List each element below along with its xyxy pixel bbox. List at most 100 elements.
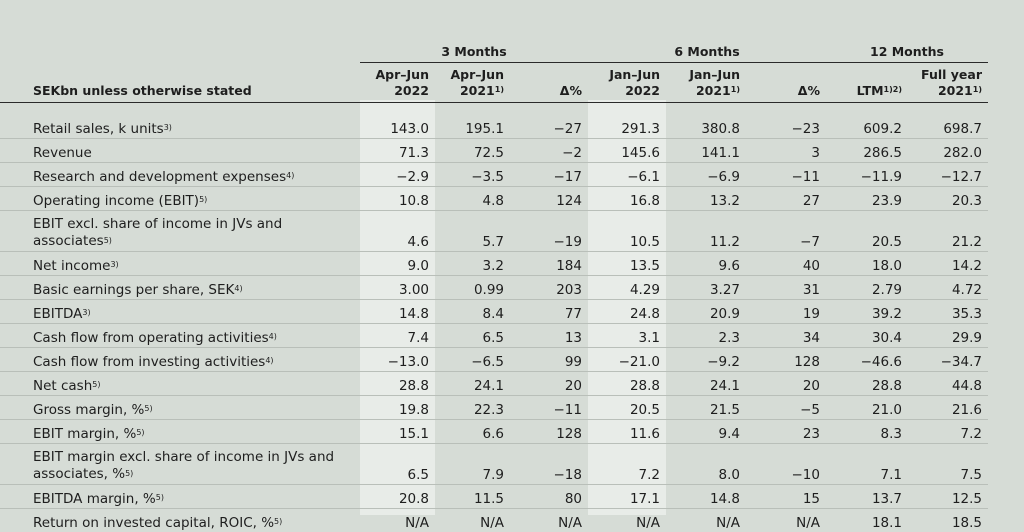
value-cell: N/A	[716, 515, 740, 531]
value-cell: 19	[746, 299, 826, 324]
value-cell: 80	[510, 484, 588, 509]
row-label: Revenue	[0, 138, 360, 163]
row-label: EBITDA margin, %5)	[0, 484, 360, 509]
value-cell: 21.2	[908, 210, 988, 252]
value-cell: 99	[510, 347, 588, 372]
value-cell: −21.0	[588, 347, 666, 372]
value-cell: 13.5	[588, 251, 666, 276]
value-cell: 11.5	[435, 484, 510, 509]
value-cell: −6.1	[588, 162, 666, 187]
value-cell: 10.5	[588, 210, 666, 252]
value-cell: N/A	[796, 515, 820, 531]
value-cell: −18	[510, 443, 588, 485]
value-cell: 291.3	[588, 115, 666, 139]
value-cell: 29.9	[908, 323, 988, 348]
value-cell: 44.8	[908, 371, 988, 396]
value-cell: 20	[510, 371, 588, 396]
value-cell: 14.2	[908, 251, 988, 276]
units-label: SEKbn unless otherwise stated	[0, 62, 360, 103]
value-cell: 4.6	[360, 210, 435, 252]
value-cell: −3.5	[435, 162, 510, 187]
value-cell: 20.3	[908, 186, 988, 211]
col-delta-6m: Δ%	[746, 62, 826, 103]
value-cell: 28.8	[360, 371, 435, 396]
value-cell: 5.7	[435, 210, 510, 252]
value-cell: 6.6	[435, 419, 510, 444]
value-cell: 20.5	[588, 395, 666, 420]
value-cell: −6.5	[435, 347, 510, 372]
value-cell: 28.8	[826, 371, 908, 396]
table-body: Retail sales, k units3) 143.0 195.1 −27 291.…	[0, 115, 1024, 532]
value-cell: 3.00	[360, 275, 435, 300]
row-label: Research and development expenses4)	[0, 162, 360, 187]
value-cell: 40	[746, 251, 826, 276]
value-cell: 124	[510, 186, 588, 211]
col-jan-jun-2022: Jan–Jun 2022	[588, 62, 666, 103]
value-cell: 13.2	[666, 186, 746, 211]
value-cell: 7.9	[435, 443, 510, 485]
value-cell: 72.5	[435, 138, 510, 163]
value-cell: −2.9	[360, 162, 435, 187]
row-label: Basic earnings per share, SEK4)	[0, 275, 360, 300]
value-cell: 21.6	[908, 395, 988, 420]
value-cell: 2.3	[666, 323, 746, 348]
value-cell: 8.4	[435, 299, 510, 324]
value-cell: −34.7	[908, 347, 988, 372]
value-cell: 15	[746, 484, 826, 509]
column-header-row: SEKbn unless otherwise stated Apr–Jun 202…	[0, 62, 1024, 103]
col-jan-jun-2021: Jan–Jun 20211)	[666, 62, 746, 103]
value-cell: 18.1	[871, 515, 902, 531]
value-cell: 195.1	[435, 115, 510, 139]
value-cell: −10	[746, 443, 826, 485]
value-cell: 28.8	[588, 371, 666, 396]
value-cell: 11.2	[666, 210, 746, 252]
col-delta-3m: Δ%	[510, 62, 588, 103]
value-cell: 39.2	[826, 299, 908, 324]
value-cell: 71.3	[360, 138, 435, 163]
value-cell: −9.2	[666, 347, 746, 372]
value-cell: −46.6	[826, 347, 908, 372]
table-row: Cash flow from operating activities4) 7.4…	[0, 323, 1024, 348]
table-row: EBITDA margin, %5) 20.8 11.5 80 17.1 14.8 15 13…	[0, 484, 1024, 509]
group-3-months: 3 Months	[360, 0, 588, 63]
value-cell: N/A	[405, 515, 429, 531]
value-cell: −5	[746, 395, 826, 420]
value-cell: 18.5	[951, 515, 982, 531]
value-cell: 128	[746, 347, 826, 372]
value-cell: 3.1	[588, 323, 666, 348]
value-cell: 20.8	[360, 484, 435, 509]
value-cell: 0.99	[435, 275, 510, 300]
value-cell: −27	[510, 115, 588, 139]
value-cell: 10.8	[360, 186, 435, 211]
value-cell: 30.4	[826, 323, 908, 348]
value-cell: −2	[510, 138, 588, 163]
col-apr-jun-2021: Apr–Jun 20211)	[435, 62, 510, 103]
table-row: Return on invested capital, ROIC, %5) N/A…	[0, 509, 1024, 532]
value-cell: 27	[746, 186, 826, 211]
value-cell: N/A	[636, 515, 660, 531]
table-row: EBIT margin excl. share of income in JVs…	[0, 443, 1024, 485]
row-label: Return on invested capital, ROIC, %5)	[33, 515, 283, 531]
group-6-months: 6 Months	[588, 0, 826, 63]
value-cell: −17	[510, 162, 588, 187]
table-row: EBIT margin, %5) 15.1 6.6 128 11.6 9.4 23 8.3 7.…	[0, 419, 1024, 444]
table-row: Revenue 71.3 72.5 −2 145.6 141.1 3 286.5 282.0	[0, 138, 1024, 163]
value-cell: −11.9	[826, 162, 908, 187]
value-cell: 4.29	[588, 275, 666, 300]
value-cell: 24.1	[666, 371, 746, 396]
value-cell: 14.8	[666, 484, 746, 509]
value-cell: 12.5	[908, 484, 988, 509]
value-cell: 7.4	[360, 323, 435, 348]
value-cell: 13	[510, 323, 588, 348]
value-cell: 4.72	[908, 275, 988, 300]
value-cell: 23.9	[826, 186, 908, 211]
value-cell: 4.8	[435, 186, 510, 211]
period-group-row: 3 Months 6 Months 12 Months	[0, 0, 1024, 63]
value-cell: 11.6	[588, 419, 666, 444]
value-cell: 203	[510, 275, 588, 300]
row-label: Cash flow from operating activities4)	[0, 323, 360, 348]
table-row: EBITDA3) 14.8 8.4 77 24.8 20.9 19 39.2 35.3	[0, 299, 1024, 324]
value-cell: 6.5	[435, 323, 510, 348]
value-cell: 35.3	[908, 299, 988, 324]
